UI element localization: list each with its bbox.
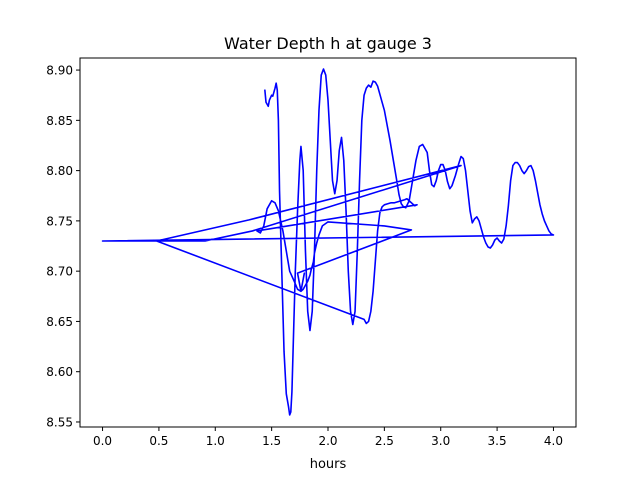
y-tick-label: 8.60 xyxy=(46,365,73,379)
x-axis-label: hours xyxy=(310,457,347,472)
x-tick-label: 1.5 xyxy=(262,434,281,448)
x-tick-label: 3.5 xyxy=(488,434,507,448)
y-tick-label: 8.75 xyxy=(46,214,73,228)
x-tick-label: 1.0 xyxy=(206,434,225,448)
y-tick-label: 8.85 xyxy=(46,114,73,128)
series-line-0 xyxy=(101,68,555,416)
y-tick-label: 8.55 xyxy=(46,415,73,429)
plot-area xyxy=(101,68,555,416)
x-tick-label: 0.5 xyxy=(149,434,168,448)
y-tick-label: 8.80 xyxy=(46,164,73,178)
y-tick-label: 8.90 xyxy=(46,64,73,78)
chart-title: Water Depth h at gauge 3 xyxy=(224,34,432,53)
x-tick-label: 3.0 xyxy=(431,434,450,448)
x-tick-label: 2.0 xyxy=(318,434,337,448)
axes: 0.0 0.5 1.0 1.5 2.0 2.5 3.0 3.5 4.0 8.55 8.60 8.65 8… xyxy=(46,57,577,448)
x-tick-label: 4.0 xyxy=(544,434,563,448)
x-tick-label: 2.5 xyxy=(375,434,394,448)
y-tick-label: 8.65 xyxy=(46,315,73,329)
y-tick-label: 8.70 xyxy=(46,265,73,279)
x-tick-label: 0.0 xyxy=(93,434,112,448)
